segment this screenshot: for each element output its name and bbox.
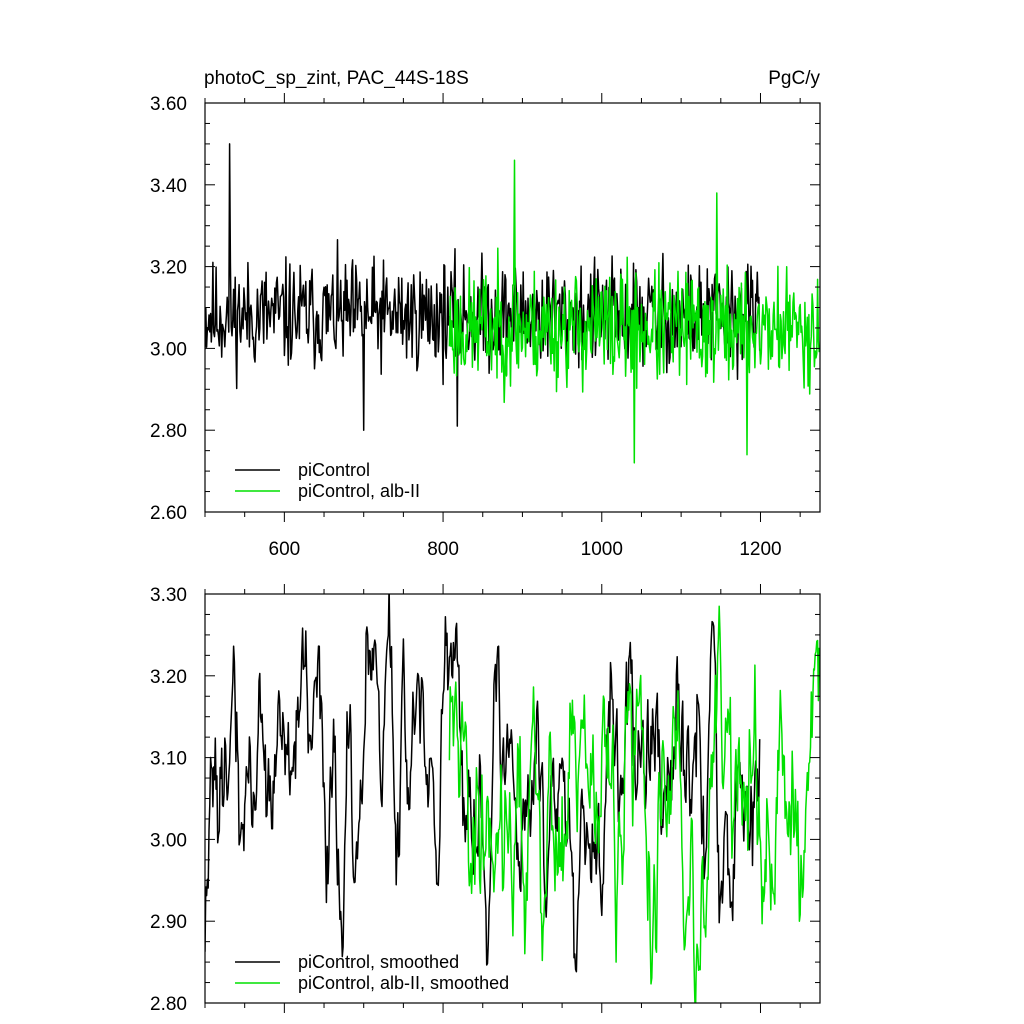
top-tick-layer: 2.60 2.80 3.00 3.20 3.40 3.60 600 800 1000 1200 [150, 93, 820, 560]
bottom-series-layer [205, 594, 820, 1003]
bottom-tick-layer: 2.80 2.90 3.00 3.10 3.20 3.30 [150, 584, 820, 1015]
legend-label-picontrol: piControl [298, 460, 370, 480]
x-tick-label: 1000 [581, 539, 623, 560]
series-line-picontrol [205, 143, 761, 431]
y-tick-label: 2.90 [150, 912, 187, 933]
legend-label-alb-ii: piControl, alb-II [298, 481, 420, 501]
y-tick-label: 3.40 [150, 176, 187, 197]
top-legend: piControl piControl, alb-II [235, 460, 420, 501]
legend-label-alb-ii-smoothed: piControl, alb-II, smoothed [298, 973, 509, 993]
units-label: PgC/y [768, 68, 820, 89]
bottom-legend: piControl, smoothed piControl, alb-II, s… [235, 952, 509, 993]
y-tick-label: 3.00 [150, 339, 187, 360]
y-tick-label: 3.10 [150, 749, 187, 770]
y-tick-label: 2.80 [150, 994, 187, 1015]
x-tick-label: 600 [269, 539, 301, 560]
series-line-picontrol-alb-ii [448, 159, 820, 464]
bottom-plot-frame [204, 593, 821, 1004]
y-tick-label: 2.80 [150, 421, 187, 442]
x-tick-label: 800 [427, 539, 459, 560]
y-tick-label: 3.30 [150, 585, 187, 606]
y-tick-label: 3.00 [150, 830, 187, 851]
y-tick-label: 3.20 [150, 258, 187, 279]
chart-title: photoC_sp_zint, PAC_44S-18S [204, 68, 469, 89]
bottom-panel: 2.80 2.90 3.00 3.10 3.20 3.30 piControl, smoo… [150, 584, 821, 1015]
top-panel: photoC_sp_zint, PAC_44S-18S PgC/y 2.602.… [150, 68, 821, 560]
legend-label-picontrol-smoothed: piControl, smoothed [298, 952, 459, 972]
y-tick-label: 3.20 [150, 667, 187, 688]
y-tick-label: 3.60 [150, 94, 187, 115]
top-series-layer [205, 143, 820, 464]
series-line-picontrol-alb-ii-smoothed [448, 605, 820, 1003]
x-tick-label: 1200 [739, 539, 781, 560]
y-tick-label: 2.60 [150, 503, 187, 524]
